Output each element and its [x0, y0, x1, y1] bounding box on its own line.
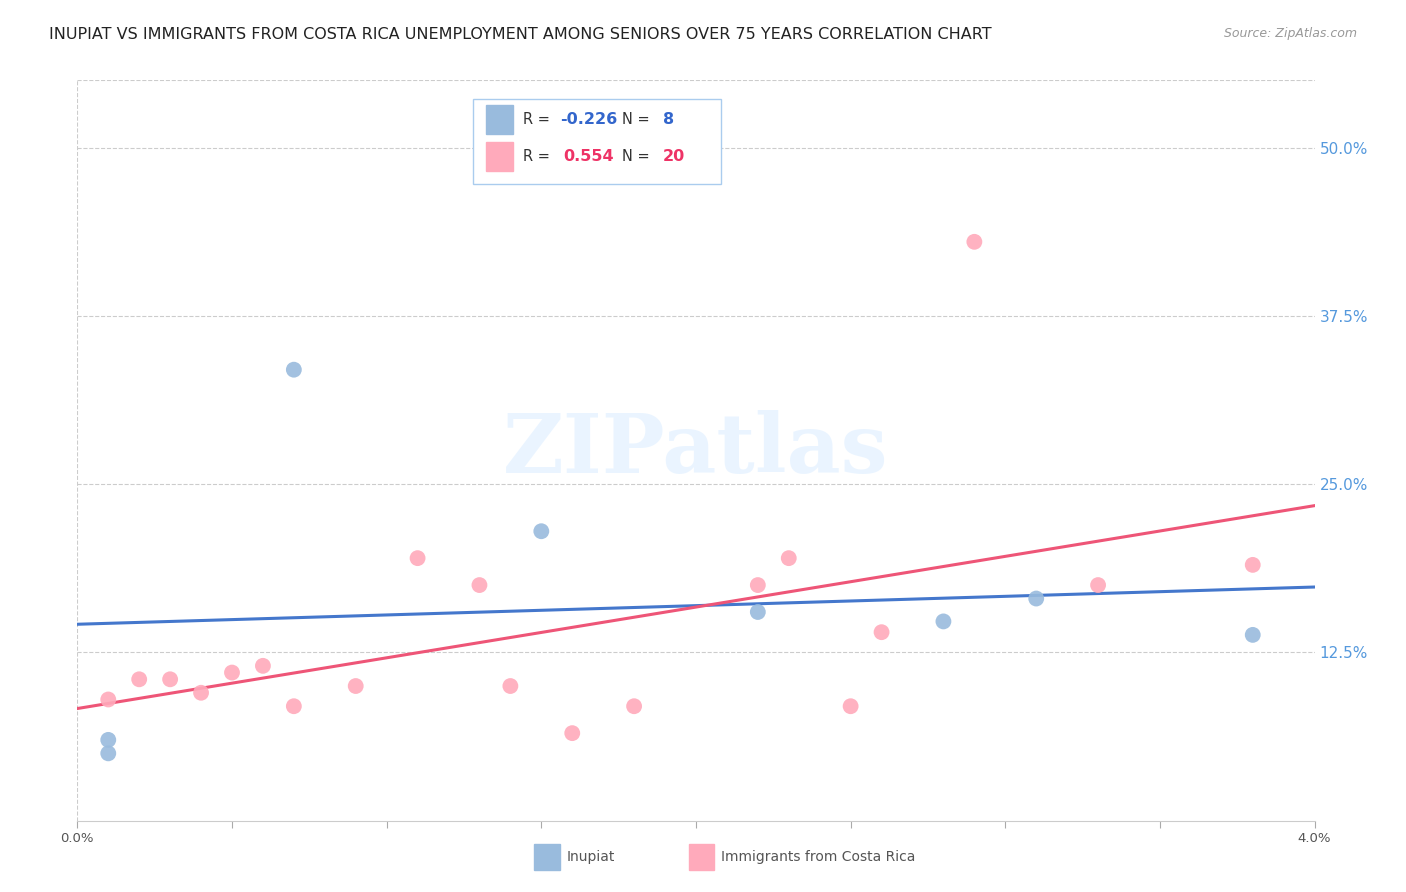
Text: N =: N =: [621, 112, 654, 127]
Point: [221, 665, 243, 680]
Point: [1241, 628, 1264, 642]
Point: [499, 679, 522, 693]
Point: [97, 747, 120, 761]
Point: [623, 699, 645, 714]
Point: [870, 625, 893, 640]
Point: [190, 686, 212, 700]
Point: [283, 362, 305, 376]
Text: 8: 8: [662, 112, 673, 127]
Point: [839, 699, 862, 714]
Point: [468, 578, 491, 592]
Point: [406, 551, 429, 566]
Point: [778, 551, 800, 566]
Text: 0.554: 0.554: [564, 149, 614, 164]
Text: R =: R =: [523, 149, 554, 164]
Point: [963, 235, 986, 249]
Point: [1025, 591, 1047, 606]
Text: N =: N =: [621, 149, 654, 164]
Point: [159, 673, 181, 687]
Point: [747, 605, 769, 619]
Point: [1241, 558, 1264, 572]
Point: [252, 658, 274, 673]
Text: Source: ZipAtlas.com: Source: ZipAtlas.com: [1223, 27, 1357, 40]
Bar: [485, 105, 513, 134]
FancyBboxPatch shape: [474, 99, 721, 184]
Text: 20: 20: [662, 149, 685, 164]
Point: [283, 699, 305, 714]
Point: [747, 578, 769, 592]
Text: Inupiat: Inupiat: [567, 850, 614, 864]
Text: Immigrants from Costa Rica: Immigrants from Costa Rica: [721, 850, 915, 864]
Point: [97, 732, 120, 747]
Point: [97, 692, 120, 706]
Text: -0.226: -0.226: [560, 112, 617, 127]
Point: [530, 524, 553, 539]
Point: [128, 673, 150, 687]
Point: [932, 615, 955, 629]
Text: ZIPatlas: ZIPatlas: [503, 410, 889, 491]
Point: [344, 679, 367, 693]
Bar: [485, 143, 513, 170]
Point: [561, 726, 583, 740]
Text: R =: R =: [523, 112, 554, 127]
Point: [1087, 578, 1109, 592]
Text: INUPIAT VS IMMIGRANTS FROM COSTA RICA UNEMPLOYMENT AMONG SENIORS OVER 75 YEARS C: INUPIAT VS IMMIGRANTS FROM COSTA RICA UN…: [49, 27, 991, 42]
